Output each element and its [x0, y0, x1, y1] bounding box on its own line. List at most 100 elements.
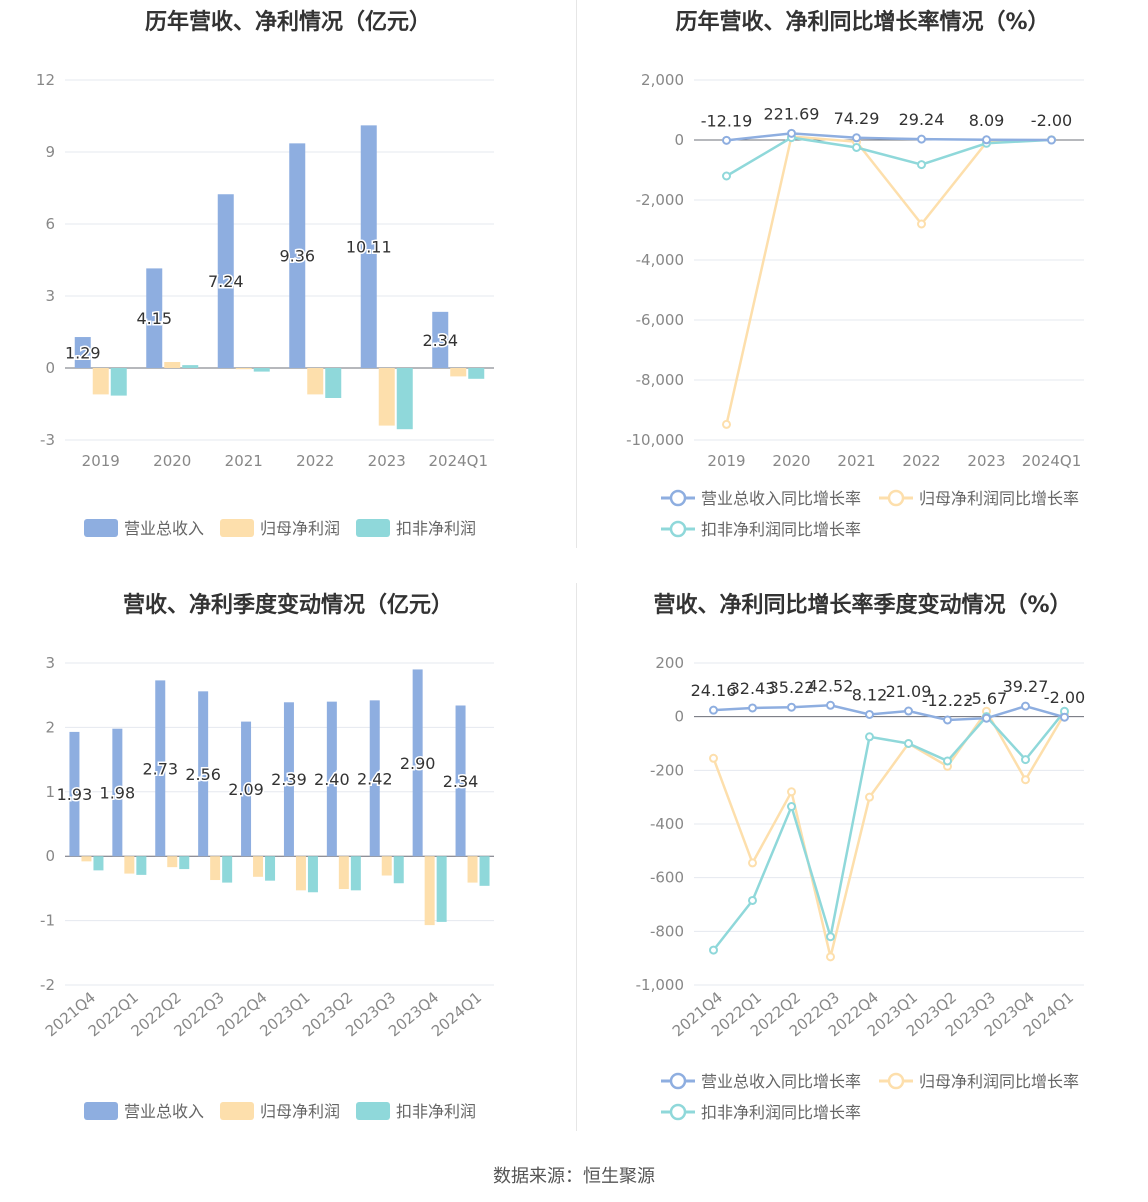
legend-swatch — [356, 1102, 390, 1120]
legend-marker — [887, 1072, 905, 1090]
bar — [360, 125, 377, 368]
data-point — [709, 753, 718, 763]
data-point — [748, 895, 757, 905]
legend-label: 归母净利润 — [260, 519, 340, 538]
bar — [136, 856, 147, 875]
bar — [350, 856, 361, 891]
data-point — [748, 858, 757, 868]
y-tick-label: 0 — [45, 847, 55, 865]
data-label: 2.39 — [271, 770, 307, 789]
bar — [179, 856, 190, 870]
data-label: 221.69 — [764, 104, 820, 123]
data-point — [722, 171, 731, 181]
y-tick-label: 2 — [45, 718, 55, 736]
annual-values-chart: -3 0 3 6 9 12 1.29 4.15 7.24 9.36 10.11 2.34 2019 202… — [36, 71, 494, 538]
bar — [283, 702, 294, 857]
data-point — [904, 739, 913, 748]
data-point — [917, 160, 926, 170]
bar — [424, 856, 435, 926]
bar — [210, 856, 221, 881]
data-point — [1021, 775, 1030, 785]
bar — [325, 368, 342, 398]
chart-title: 营收、净利同比增长率季度变动情况（%） — [653, 593, 1072, 618]
series-line — [725, 136, 1052, 178]
bar — [182, 365, 199, 368]
data-label: 9.36 — [279, 247, 315, 266]
data-label: 2.73 — [142, 759, 178, 778]
bar — [164, 362, 181, 368]
annual-growth-panel: 历年营收、净利同比增长率情况（%） -10,000 -8,000 -6,000 -4,… — [577, 0, 1148, 560]
data-point — [982, 713, 991, 723]
data-point — [1021, 701, 1030, 711]
data-point — [826, 700, 835, 710]
chart-title: 营收、净利季度变动情况（亿元） — [122, 593, 453, 618]
data-label: -2.00 — [1031, 111, 1072, 130]
data-point — [943, 756, 952, 766]
data-label: 2.42 — [357, 769, 393, 788]
bar — [155, 680, 166, 857]
data-label: -12.19 — [701, 111, 753, 130]
legend-label: 扣非净利润 — [396, 519, 476, 538]
quarterly-values-chart: -2 -1 0 1 2 3 1.93 1.98 2.73 2.56 2.09 2.39 2.40 2.42… — [40, 654, 494, 1121]
y-tick-label: -4,000 — [636, 251, 684, 269]
data-label: 2.09 — [228, 780, 264, 799]
legend-swatch — [356, 519, 390, 537]
legend-label: 营业总收入同比增长率 — [701, 489, 861, 508]
bar — [307, 856, 318, 893]
data-point — [865, 792, 874, 802]
y-tick-label: 12 — [36, 71, 55, 89]
y-tick-label: -200 — [650, 761, 684, 779]
y-tick-label: -8,000 — [636, 371, 684, 389]
y-tick-label: -1,000 — [636, 976, 684, 994]
data-point — [904, 706, 913, 716]
data-point — [709, 945, 718, 955]
data-point — [917, 134, 926, 144]
bar — [235, 368, 252, 370]
data-label: 24.16 — [691, 681, 737, 700]
data-point — [852, 143, 861, 152]
x-tick-label: 2021 — [837, 452, 875, 470]
legend-swatch — [84, 519, 118, 537]
bar — [295, 856, 306, 891]
quarterly-growth-panel: 营收、净利同比增长率季度变动情况（%） -1,000 -800 -600 -400 -2… — [577, 583, 1148, 1153]
data-label: 2.56 — [185, 765, 221, 784]
data-point — [787, 787, 796, 797]
data-label: 8.12 — [852, 685, 888, 704]
legend-marker — [669, 520, 687, 538]
data-point — [852, 133, 861, 143]
data-label: 2.34 — [443, 772, 479, 791]
bar — [467, 856, 478, 883]
x-tick-label: 2021 — [225, 452, 263, 470]
x-tick-label: 2024Q1 — [1022, 452, 1082, 470]
y-tick-label: -3 — [40, 431, 55, 449]
bar — [69, 731, 80, 857]
bar — [307, 368, 324, 395]
y-tick-label: 0 — [45, 359, 55, 377]
data-label: 42.52 — [808, 676, 854, 695]
data-point — [826, 952, 835, 962]
legend-label: 归母净利润同比增长率 — [919, 1072, 1079, 1091]
data-label: 74.29 — [834, 109, 880, 128]
y-tick-label: 3 — [45, 654, 55, 672]
series-line — [725, 135, 1052, 425]
bar — [124, 856, 135, 874]
data-point — [982, 135, 991, 145]
data-label: 8.09 — [969, 111, 1005, 130]
data-label: 1.98 — [100, 783, 136, 802]
bar — [265, 856, 276, 881]
y-tick-label: 2,000 — [641, 71, 684, 89]
data-point — [865, 732, 874, 742]
y-tick-label: 0 — [674, 708, 684, 726]
data-label: 32.43 — [730, 679, 776, 698]
bar — [253, 368, 270, 372]
bar — [81, 856, 92, 862]
quarterly-growth-chart: -1,000 -800 -600 -400 -200 0 200 24.1632.4335.2… — [636, 654, 1086, 1122]
y-tick-label: 3 — [45, 287, 55, 305]
data-point — [787, 702, 796, 712]
legend-swatch — [84, 1102, 118, 1120]
bar — [369, 700, 380, 857]
chart-title: 历年营收、净利情况（亿元） — [144, 10, 431, 35]
data-point — [787, 802, 796, 812]
x-tick-label: 2023 — [967, 452, 1005, 470]
y-tick-label: 9 — [45, 143, 55, 161]
